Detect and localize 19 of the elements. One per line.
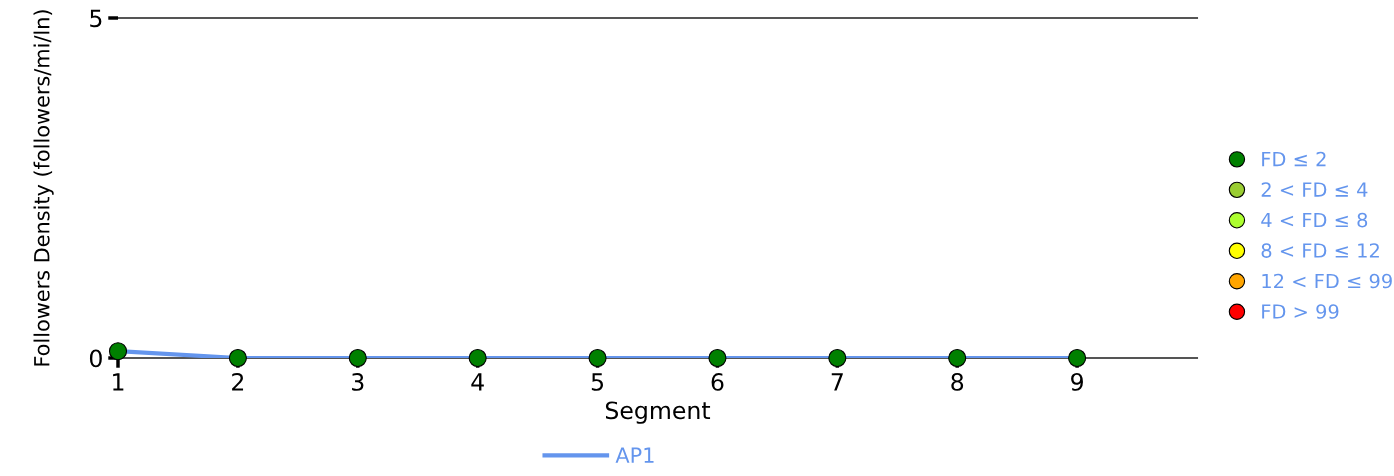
x-tick-label: 6 (711, 373, 724, 391)
x-tick-label: 2 (232, 373, 244, 391)
x-tick-label: 8 (951, 373, 964, 391)
y-axis-title: Followers Density (followers/mi/ln) (33, 10, 54, 366)
x-axis-title: Segment (605, 401, 711, 424)
y-tick-label: 0 (89, 349, 102, 368)
x-tick-label: 4 (471, 373, 484, 391)
x-tick-label: 7 (831, 373, 843, 391)
legend-label: 2 < FD ≤ 4 (1261, 182, 1368, 197)
x-tick-label: 5 (591, 373, 603, 391)
x-tick-label: 3 (352, 373, 364, 391)
legend-label: 4 < FD ≤ 8 (1261, 212, 1368, 228)
x-tick-label: 1 (113, 373, 124, 391)
x-tick-label: 9 (1071, 373, 1083, 391)
legend-label: AP1 (615, 447, 654, 463)
legend-label: FD ≤ 2 (1262, 151, 1326, 167)
legend-label: 12 < FD ≤ 99 (1262, 273, 1392, 289)
legend-label: 8 < FD ≤ 12 (1261, 243, 1379, 258)
legend-label: FD > 99 (1262, 304, 1339, 319)
